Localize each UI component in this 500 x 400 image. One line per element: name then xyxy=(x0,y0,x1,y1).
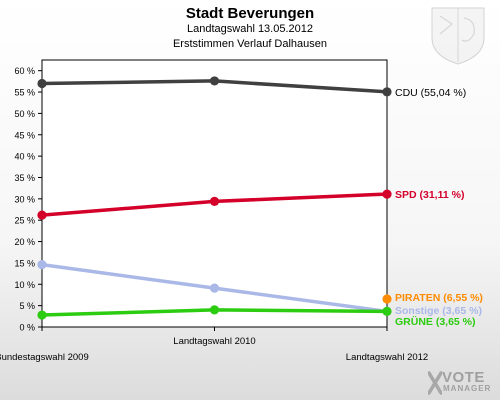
plot-area xyxy=(41,59,388,328)
y-tick-label: 15 % xyxy=(14,258,35,268)
data-point-sonstige xyxy=(209,283,220,293)
x-tick-label: Bundestagswahl 2009 xyxy=(0,352,89,363)
logo-x-icon xyxy=(428,371,442,395)
y-tick-label: 5 % xyxy=(19,301,35,311)
data-point-cdu xyxy=(209,76,220,86)
chart-subtitle-date: Landtagswahl 13.05.2012 xyxy=(187,23,313,35)
end-label-cdu: CDU (55,04 %) xyxy=(395,87,466,99)
y-tick-label: 30 % xyxy=(14,194,35,204)
y-tick-label: 60 % xyxy=(14,66,35,76)
end-label-grüne: GRÜNE (3,65 %) xyxy=(395,315,476,328)
logo-vote-text: VOTE xyxy=(442,369,485,386)
chart-title: Stadt Beverungen xyxy=(185,5,315,22)
y-tick-label: 40 % xyxy=(14,152,35,162)
data-point-grüne xyxy=(209,305,220,315)
chart-titles: Stadt Beverungen Landtagswahl 13.05.2012… xyxy=(0,5,500,52)
logo-manager-text: MANAGER xyxy=(443,384,492,393)
data-point-piraten xyxy=(382,294,392,304)
end-label-spd: SPD (31,11 %) xyxy=(395,189,464,201)
coat-of-arms-icon xyxy=(431,7,485,65)
x-tick-label: Landtagswahl 2010 xyxy=(173,336,255,347)
data-point-spd xyxy=(382,189,392,199)
y-tick-label: 20 % xyxy=(14,237,35,247)
data-point-grüne xyxy=(37,310,47,320)
y-tick-label: 35 % xyxy=(14,173,35,183)
data-point-cdu xyxy=(37,78,47,89)
data-point-spd xyxy=(37,210,47,220)
data-point-cdu xyxy=(382,87,392,97)
end-label-sonstige: Sonstige (3,65 %) xyxy=(395,305,482,317)
y-tick-label: 0 % xyxy=(19,323,35,333)
data-point-grüne xyxy=(382,306,392,317)
x-tick-label: Landtagswahl 2012 xyxy=(346,352,428,363)
y-tick-label: 45 % xyxy=(14,130,35,140)
end-label-piraten: PIRATEN (6,55 %) xyxy=(395,292,483,304)
data-point-sonstige xyxy=(37,260,47,270)
y-tick-label: 55 % xyxy=(14,88,35,98)
chart-subtitle-scope: Erststimmen Verlauf Dalhausen xyxy=(172,38,328,50)
y-tick-label: 50 % xyxy=(14,109,35,119)
y-tick-label: 25 % xyxy=(14,216,35,226)
data-point-spd xyxy=(209,196,220,207)
y-tick-label: 10 % xyxy=(14,280,35,290)
